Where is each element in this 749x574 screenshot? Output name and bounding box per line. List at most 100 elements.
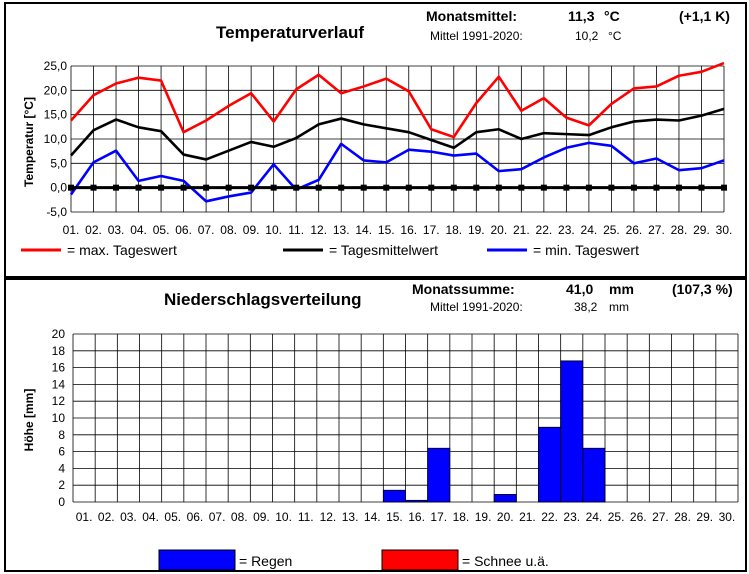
temperature-x-tick-label: 12. bbox=[310, 223, 327, 237]
temperature-x-tick-label: 13. bbox=[333, 223, 350, 237]
temperature-y-tick-label: -5,0 bbox=[46, 205, 67, 219]
temperature-zero-marker bbox=[338, 184, 345, 191]
temperature-y-tick-label: 5,0 bbox=[50, 156, 67, 170]
precipitation-x-tick-label: 06. bbox=[187, 510, 204, 524]
precipitation-x-tick-label: 23. bbox=[563, 510, 580, 524]
temperature-panel: Temperaturverlauf Monatsmittel: 11,3 °C … bbox=[4, 2, 747, 278]
precipitation-rain-bar bbox=[382, 489, 406, 503]
precipitation-rain-bar bbox=[405, 499, 429, 503]
temperature-x-tick-label: 28. bbox=[671, 223, 688, 237]
precipitation-x-tick-label: 03. bbox=[120, 510, 137, 524]
monthly-mean-unit: °C bbox=[604, 8, 620, 24]
precipitation-x-tick-label: 26. bbox=[630, 510, 647, 524]
temperature-x-tick-label: 30. bbox=[716, 223, 733, 237]
precipitation-y-tick-label: 20 bbox=[52, 327, 66, 341]
temperature-zero-marker bbox=[653, 184, 660, 191]
legend-rain-swatch bbox=[158, 549, 236, 570]
precipitation-x-tick-label: 25. bbox=[608, 510, 625, 524]
precipitation-x-tick-label: 09. bbox=[253, 510, 270, 524]
precipitation-y-tick-label: 16 bbox=[52, 361, 66, 375]
precipitation-x-tick-label: 01. bbox=[76, 510, 93, 524]
monthly-sum-value: 41,0 bbox=[566, 281, 594, 297]
temperature-x-tick-label: 06. bbox=[175, 223, 192, 237]
temperature-zero-marker bbox=[225, 184, 232, 191]
temperature-title: Temperaturverlauf bbox=[216, 23, 365, 42]
precipitation-y-axis-label: Höhe [mm] bbox=[22, 389, 36, 452]
temperature-x-tick-label: 04. bbox=[130, 223, 147, 237]
temperature-x-tick-label: 22. bbox=[536, 223, 553, 237]
temperature-y-tick-label: 20,0 bbox=[44, 83, 68, 97]
temperature-zero-marker bbox=[180, 184, 187, 191]
precipitation-y-tick-label: 2 bbox=[58, 478, 65, 492]
temperature-x-tick-label: 02. bbox=[85, 223, 102, 237]
precipitation-x-tick-label: 11. bbox=[298, 510, 314, 524]
temperature-y-tick-label: 10,0 bbox=[44, 132, 68, 146]
temperature-x-tick-label: 27. bbox=[648, 223, 665, 237]
temperature-zero-marker bbox=[721, 184, 727, 191]
temperature-zero-marker bbox=[360, 184, 367, 191]
temperature-zero-marker bbox=[315, 184, 322, 191]
monthly-sum-label: Monatssumme: bbox=[412, 281, 515, 297]
precipitation-rain-bar bbox=[538, 426, 562, 503]
temperature-y-tick-label: 0,0 bbox=[50, 181, 67, 195]
reference-sum-label: Mittel 1991-2020: bbox=[430, 300, 523, 314]
temperature-series-max-line bbox=[70, 61, 725, 139]
temperature-x-tick-label: 24. bbox=[581, 223, 598, 237]
legend-min-label: = min. Tageswert bbox=[533, 242, 639, 258]
precipitation-x-tick-label: 05. bbox=[164, 510, 181, 524]
reference-mean-value: 10,2 bbox=[575, 29, 599, 43]
temperature-zero-marker bbox=[585, 184, 592, 191]
precipitation-x-tick-label: 21. bbox=[519, 510, 536, 524]
precipitation-chart: Höhe [mm] 0 2 4 6 8 10 12 14 16 18 20 01. 02. 03. 04. 0… bbox=[22, 327, 739, 570]
temperature-x-tick-label: 23. bbox=[558, 223, 575, 237]
temperature-zero-marker bbox=[563, 184, 570, 191]
monthly-sum-unit: mm bbox=[609, 281, 634, 297]
precipitation-title: Niederschlagsverteilung bbox=[164, 290, 362, 309]
temperature-x-tick-label: 16. bbox=[400, 223, 417, 237]
legend-mean-label: = Tagesmittelwert bbox=[329, 242, 438, 258]
temperature-x-tick-label: 21. bbox=[513, 223, 530, 237]
temperature-zero-marker bbox=[608, 184, 615, 191]
temperature-x-tick-label: 05. bbox=[153, 223, 170, 237]
reference-sum-unit: mm bbox=[609, 300, 629, 314]
legend-snow-label: = Schnee u.ä. bbox=[462, 553, 549, 569]
legend-max-label: = max. Tageswert bbox=[67, 242, 177, 258]
precipitation-rain-bar bbox=[560, 360, 584, 503]
precipitation-x-tick-label: 22. bbox=[541, 510, 558, 524]
monthly-mean-label: Monatsmittel: bbox=[426, 8, 517, 24]
temperature-x-tick-label: 26. bbox=[626, 223, 643, 237]
temperature-zero-marker bbox=[270, 184, 277, 191]
temperature-zero-marker bbox=[473, 184, 480, 191]
temperature-zero-marker bbox=[293, 184, 300, 191]
temperature-y-tick-label: 25,0 bbox=[44, 59, 68, 73]
precipitation-x-tick-label: 08. bbox=[231, 510, 248, 524]
temperature-zero-marker bbox=[675, 184, 682, 191]
temperature-zero-marker bbox=[450, 184, 457, 191]
temperature-x-tick-label: 03. bbox=[108, 223, 125, 237]
temperature-x-tick-label: 11. bbox=[288, 223, 304, 237]
temperature-chart: Temperatur [°C] -5,0 0,0 5,0 10,0 15,0 20,0 25… bbox=[21, 59, 733, 258]
temperature-x-tick-label: 29. bbox=[693, 223, 710, 237]
precipitation-x-tick-label: 12. bbox=[320, 510, 337, 524]
precipitation-x-tick-label: 27. bbox=[652, 510, 669, 524]
precipitation-rain-bar bbox=[493, 494, 517, 503]
precipitation-x-tick-label: 28. bbox=[674, 510, 691, 524]
legend-rain-label: = Regen bbox=[239, 553, 292, 569]
precipitation-x-tick-label: 18. bbox=[453, 510, 470, 524]
temperature-x-tick-label: 18. bbox=[445, 223, 462, 237]
temperature-zero-marker bbox=[540, 184, 547, 191]
precipitation-x-tick-label: 30. bbox=[719, 510, 736, 524]
temperature-zero-marker bbox=[248, 184, 255, 191]
reference-sum-value: 38,2 bbox=[574, 300, 598, 314]
temperature-x-tick-label: 07. bbox=[198, 223, 215, 237]
temperature-x-tick-label: 17. bbox=[423, 223, 440, 237]
precipitation-y-tick-label: 4 bbox=[58, 461, 65, 475]
precipitation-x-tick-label: 29. bbox=[696, 510, 713, 524]
temperature-series-min-line bbox=[69, 141, 725, 203]
temperature-x-tick-label: 25. bbox=[603, 223, 620, 237]
monthly-sum-percent: (107,3 %) bbox=[672, 281, 733, 297]
temperature-zero-marker bbox=[405, 184, 412, 191]
temperature-series-mean-line bbox=[70, 107, 725, 161]
temperature-x-tick-label: 08. bbox=[220, 223, 237, 237]
temperature-zero-marker bbox=[698, 184, 705, 191]
